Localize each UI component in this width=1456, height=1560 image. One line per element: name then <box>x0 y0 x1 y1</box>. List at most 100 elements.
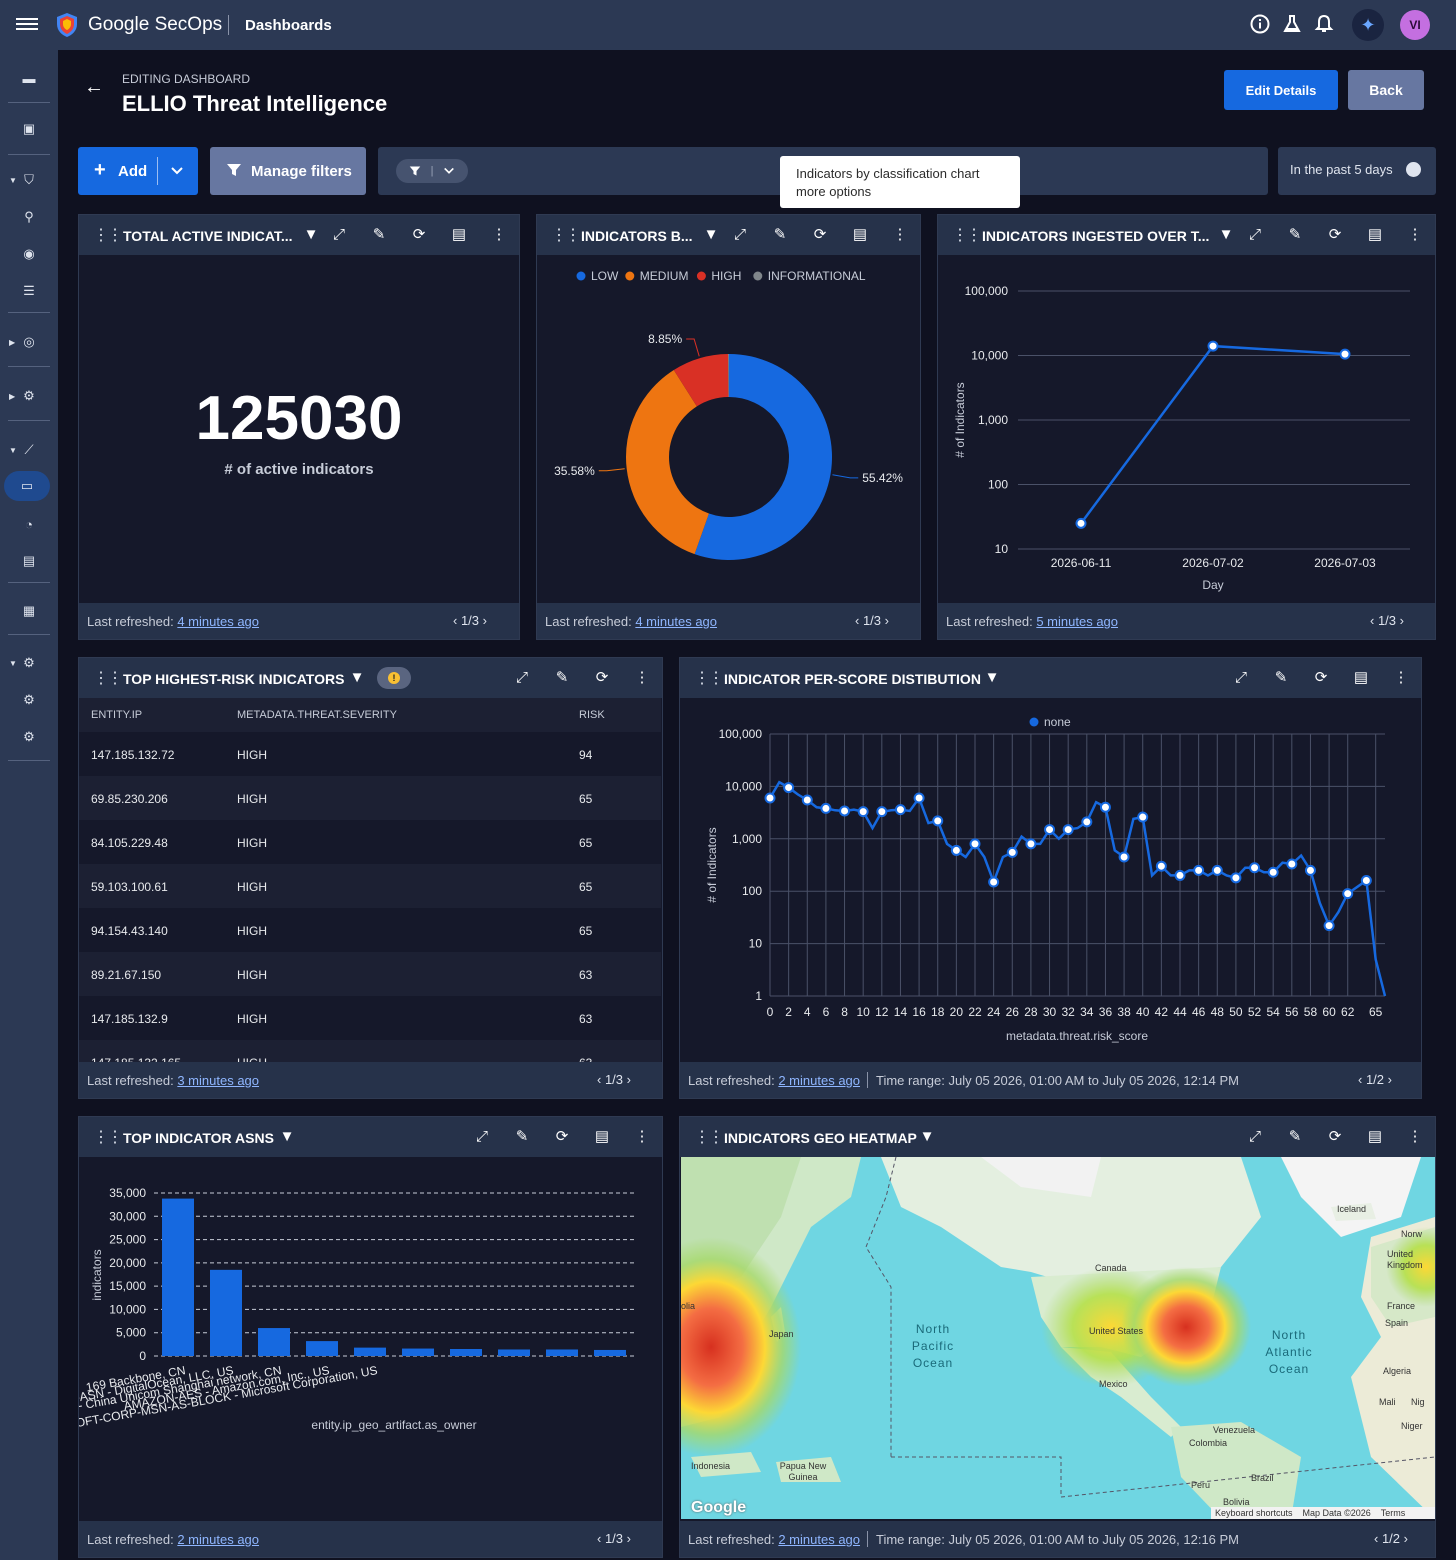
refresh-icon[interactable]: ⟳ <box>595 669 609 686</box>
filter-icon[interactable]: ▼ <box>919 1128 935 1145</box>
refreshed-link[interactable]: 4 minutes ago <box>177 614 260 629</box>
labs-flask-icon[interactable] <box>1281 14 1303 36</box>
list-icon[interactable]: ☰ <box>23 283 35 298</box>
terms-link[interactable]: Terms <box>1380 1508 1406 1518</box>
user-avatar[interactable]: VI <box>1400 10 1430 40</box>
refresh-icon[interactable]: ⟳ <box>1314 669 1328 686</box>
layout-icon[interactable]: ▤ <box>451 226 467 243</box>
manage-filters-button[interactable]: Manage filters <box>210 147 366 195</box>
analytics-chart-icon[interactable]: ▼ ⟋ <box>9 442 34 457</box>
more-options-icon[interactable]: ⋮ <box>892 226 908 243</box>
more-options-icon[interactable]: ⋮ <box>1407 226 1423 243</box>
add-button[interactable]: + Add <box>78 147 198 195</box>
refreshed-link[interactable]: 2 minutes ago <box>778 1532 861 1547</box>
edit-pencil-icon[interactable]: ✎ <box>515 1128 529 1145</box>
contacts-badge-icon[interactable]: ▣ <box>22 121 36 136</box>
edit-pencil-icon[interactable]: ✎ <box>1288 1128 1302 1145</box>
filter-icon[interactable]: ▼ <box>984 669 1000 686</box>
refreshed-link[interactable]: 2 minutes ago <box>778 1073 861 1088</box>
warning-badge[interactable]: ! <box>377 667 411 689</box>
more-options-icon[interactable]: ⋮ <box>1393 669 1409 686</box>
column-header[interactable]: ENTITY.IP <box>91 709 143 721</box>
edit-pencil-icon[interactable]: ✎ <box>372 226 386 243</box>
gemini-sparkle-icon[interactable]: ✦ <box>1352 9 1384 41</box>
edit-pencil-icon[interactable]: ✎ <box>555 669 569 686</box>
settings-gear-icon[interactable]: ▶ ⚙ <box>9 388 35 403</box>
table-row[interactable]: 69.85.230.206 HIGH 65 <box>79 776 661 820</box>
table-row[interactable]: 147.185.132.9 HIGH 63 <box>79 996 661 1040</box>
world-heatmap[interactable]: olia Japan North Pacific Ocean North Atl… <box>681 1157 1435 1519</box>
drag-handle-icon[interactable]: ⋮⋮ <box>93 227 123 244</box>
response-target-icon[interactable]: ▶ ◎ <box>9 334 35 349</box>
info-icon[interactable] <box>1249 14 1271 36</box>
watch-folder-icon[interactable]: ◉ <box>23 246 35 261</box>
more-options-icon[interactable]: ⋮ <box>491 226 507 243</box>
pagination[interactable]: ‹ 1/3 › <box>855 613 889 628</box>
column-header[interactable]: METADATA.THREAT.SEVERITY <box>237 709 397 721</box>
refresh-icon[interactable]: ⟳ <box>813 226 827 243</box>
more-options-icon[interactable]: ⋮ <box>1407 1128 1423 1145</box>
table-row[interactable]: 94.154.43.140 HIGH 65 <box>79 908 661 952</box>
pagination[interactable]: ‹ 1/2 › <box>1374 1531 1408 1546</box>
report-doc-icon[interactable]: ▤ <box>22 553 36 568</box>
table-row[interactable]: 147.185.132.72 HIGH 94 <box>79 732 661 776</box>
layout-icon[interactable]: ▤ <box>852 226 868 243</box>
drag-handle-icon[interactable]: ⋮⋮ <box>694 1129 724 1146</box>
drag-handle-icon[interactable]: ⋮⋮ <box>93 1129 123 1146</box>
marketplace-store-icon[interactable]: ▦ <box>22 603 36 618</box>
drag-handle-icon[interactable]: ⋮⋮ <box>93 670 123 687</box>
keyboard-shortcuts-link[interactable]: Keyboard shortcuts <box>1215 1508 1293 1518</box>
dashboards-icon[interactable]: ▭ <box>4 471 50 501</box>
edit-pencil-icon[interactable]: ✎ <box>1288 226 1302 243</box>
filter-icon[interactable]: ▼ <box>703 226 719 243</box>
filter-icon[interactable]: ▼ <box>349 669 365 686</box>
settings-gear-icon[interactable]: ⚙ <box>23 692 35 707</box>
drag-handle-icon[interactable]: ⋮⋮ <box>952 227 982 244</box>
filter-icon[interactable]: ▼ <box>303 226 319 243</box>
notifications-bell-icon[interactable] <box>1313 14 1335 36</box>
refreshed-link[interactable]: 5 minutes ago <box>1036 614 1119 629</box>
expand-icon[interactable]: ⤢ <box>1248 1128 1261 1145</box>
refreshed-link[interactable]: 3 minutes ago <box>177 1073 260 1088</box>
filter-icon[interactable]: ▼ <box>1218 226 1234 243</box>
more-options-icon[interactable]: ⋮ <box>634 669 650 686</box>
refresh-icon[interactable]: ⟳ <box>555 1128 569 1145</box>
layout-icon[interactable]: ▤ <box>1353 669 1369 686</box>
refresh-icon[interactable]: ⟳ <box>1328 226 1342 243</box>
back-button[interactable]: Back <box>1348 70 1424 110</box>
gauge-icon[interactable]: ◔ <box>25 516 33 532</box>
edit-pencil-icon[interactable]: ✎ <box>773 226 787 243</box>
table-row[interactable]: 89.21.67.150 HIGH 63 <box>79 952 661 996</box>
layout-icon[interactable]: ▤ <box>1367 1128 1383 1145</box>
filter-chip[interactable]: | <box>396 159 468 183</box>
pagination[interactable]: ‹ 1/3 › <box>597 1531 631 1546</box>
refresh-icon[interactable]: ⟳ <box>412 226 426 243</box>
hamburger-menu-icon[interactable] <box>16 15 38 35</box>
pagination[interactable]: ‹ 1/2 › <box>1358 1072 1392 1087</box>
drag-handle-icon[interactable]: ⋮⋮ <box>551 227 581 244</box>
filter-icon[interactable]: ▼ <box>279 1128 295 1145</box>
expand-icon[interactable]: ⤢ <box>332 226 345 243</box>
drag-handle-icon[interactable]: ⋮⋮ <box>694 670 724 687</box>
expand-icon[interactable]: ⤢ <box>1248 226 1261 243</box>
expand-icon[interactable]: ⤢ <box>475 1128 488 1145</box>
refreshed-link[interactable]: 2 minutes ago <box>177 1532 260 1547</box>
pagination[interactable]: ‹ 1/3 › <box>1370 613 1404 628</box>
expand-icon[interactable]: ⤢ <box>1234 669 1247 686</box>
edit-details-button[interactable]: Edit Details <box>1224 70 1338 110</box>
admin-gears-icon[interactable]: ▼ ⚙ <box>9 655 35 670</box>
layout-icon[interactable]: ▤ <box>1367 226 1383 243</box>
refresh-icon[interactable]: ⟳ <box>1328 1128 1342 1145</box>
expand-icon[interactable]: ⤢ <box>515 669 528 686</box>
layout-icon[interactable]: ▤ <box>594 1128 610 1145</box>
more-options-icon[interactable]: ⋮ <box>634 1128 650 1145</box>
chevron-down-icon[interactable] <box>170 159 184 181</box>
back-arrow-icon[interactable]: ← <box>84 76 104 98</box>
cases-folder-icon[interactable]: ▬ <box>22 70 36 86</box>
search-icon[interactable]: ⚲ <box>24 209 34 224</box>
time-range-selector[interactable]: In the past 5 days <box>1278 147 1436 195</box>
detection-shield-icon[interactable]: ▼ ⛉ <box>9 172 34 187</box>
breadcrumb-dashboards[interactable]: Dashboards <box>245 17 332 34</box>
pagination[interactable]: ‹ 1/3 › <box>597 1072 631 1087</box>
edit-pencil-icon[interactable]: ✎ <box>1274 669 1288 686</box>
